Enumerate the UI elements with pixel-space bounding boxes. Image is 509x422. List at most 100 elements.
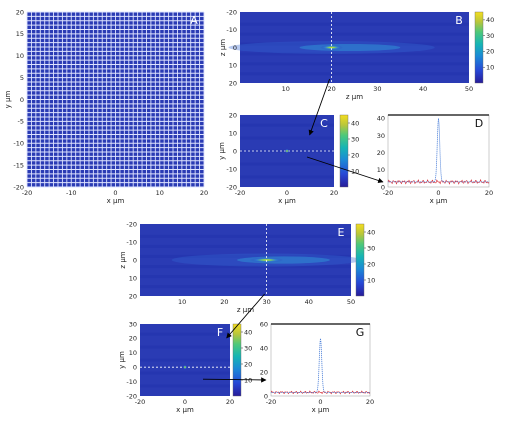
y-tick-label: -10 [13,140,24,148]
arrow-b-to-c [308,78,331,136]
arrow-e-to-f [226,293,265,339]
y-tick-label: 40 [377,115,385,123]
panel-b-map [228,12,469,83]
map-texture-band [140,332,230,336]
x-tick-label: 10 [178,298,186,306]
map-texture-band [240,72,469,76]
x-axis-label: x μm [430,197,448,205]
colorbar-gradient [339,114,349,188]
colorbar-tick-label: 20 [367,260,375,268]
map-texture-band [140,285,351,289]
arrow-c-to-d [306,156,384,184]
panel-label-a: A [190,14,198,27]
map-texture-band [140,265,351,269]
x-tick-label: 40 [419,85,427,93]
colorbar-gradient [474,11,484,84]
x-tick-label: 50 [347,298,355,306]
x-tick-label: 10 [282,85,290,93]
peak-trace [388,118,489,183]
y-tick-label: -10 [226,165,237,173]
map-texture-band [240,175,334,179]
connector-arrows [202,78,384,383]
y-tick-label: 10 [229,129,237,137]
colorbar-tick-label: 40 [367,228,375,236]
colorbar-gradient [355,223,365,297]
y-tick-label: -15 [13,161,24,169]
background-trace [387,178,490,185]
map-texture-band [140,371,230,375]
axes-a: 20 15 10 5 0 -5 -10 -15 -20-20 -10 0 10 20 x μm y μm A [4,8,208,205]
colorbar-tick-label: 10 [351,167,359,175]
axes-f: 30 20 10 0 -10 -20-20 0 20 x μm y μm F [118,320,234,414]
y-tick-label: -10 [126,238,137,246]
y-tick-label: 15 [16,30,24,38]
map-texture-band [240,136,334,140]
colorbar-tick-label: 30 [486,32,494,40]
x-tick-label: -20 [383,189,394,197]
peak-trace [271,338,370,393]
y-axis-label: y μm [118,351,126,369]
beam-body [299,43,401,52]
colorbar-b: 10 20 30 40 [474,11,494,84]
colorbar-tick-label: 20 [244,360,252,368]
x-tick-label: 0 [285,189,289,197]
panel-e-map [140,224,362,296]
y-tick-label: 20 [16,8,24,16]
y-tick-label: -10 [226,26,237,34]
map-texture-band [240,22,469,26]
map-texture-band [240,162,334,166]
x-axis-label: x μm [176,406,194,414]
panel-label-b: B [455,14,463,27]
y-tick-label: 0 [133,364,137,372]
panel-label-c: C [320,117,328,130]
colorbar-f: 10 20 30 40 [232,323,252,397]
arrow-f-to-g [202,377,267,383]
y-axis-label: y μm [218,142,226,160]
map-texture-band [140,358,230,362]
map-texture-band [140,254,351,258]
y-tick-label: 0 [233,44,237,52]
y-tick-label: 30 [377,132,385,140]
axes-c: 20 10 0 -10 -20-20 0 20 x μm y μm C [218,111,338,205]
y-tick-label: 40 [260,344,268,352]
panel-f-map [140,324,230,396]
colorbar-tick-label: 30 [244,344,252,352]
map-texture-band [240,123,334,127]
y-tick-label: -5 [18,118,24,126]
x-tick-label: -20 [266,398,277,406]
x-axis-label: x μm [107,197,125,205]
y-axis-label: z μm [219,39,227,56]
y-tick-label: 10 [229,62,237,70]
x-tick-label: 0 [183,398,187,406]
y-tick-label: 0 [264,392,268,400]
plot-frame [270,323,371,397]
colorbar-c: 10 20 30 40 [339,114,359,188]
x-tick-label: 20 [330,189,338,197]
axes-e: -20 -10 0 10 20 10 20 30 40 50 z μm z μm E [119,220,355,314]
map-texture-band [240,62,469,66]
x-tick-label: -20 [22,189,33,197]
x-tick-label: 0 [113,189,117,197]
x-tick-label: 20 [200,189,208,197]
y-tick-label: -10 [126,378,137,386]
y-axis-label: y μm [4,90,12,108]
focal-spot [182,365,188,370]
colorbar-tick-label: 20 [351,151,359,159]
colorbar-tick-label: 30 [367,244,375,252]
y-axis-label: z μm [119,251,127,268]
x-axis-label: x μm [278,197,296,205]
y-tick-label: 10 [16,52,24,60]
x-tick-label: -20 [235,189,246,197]
focal-spot [284,148,290,154]
colorbar-tick-label: 10 [367,276,375,284]
y-tick-label: 30 [129,320,137,328]
y-tick-label: 20 [229,79,237,87]
colorbar-tick-label: 20 [486,48,494,56]
y-tick-label: -20 [226,8,237,16]
y-tick-label: 20 [377,149,385,157]
colorbar-tick-label: 40 [351,119,359,127]
plot-frame [387,114,490,188]
y-tick-label: 0 [233,147,237,155]
